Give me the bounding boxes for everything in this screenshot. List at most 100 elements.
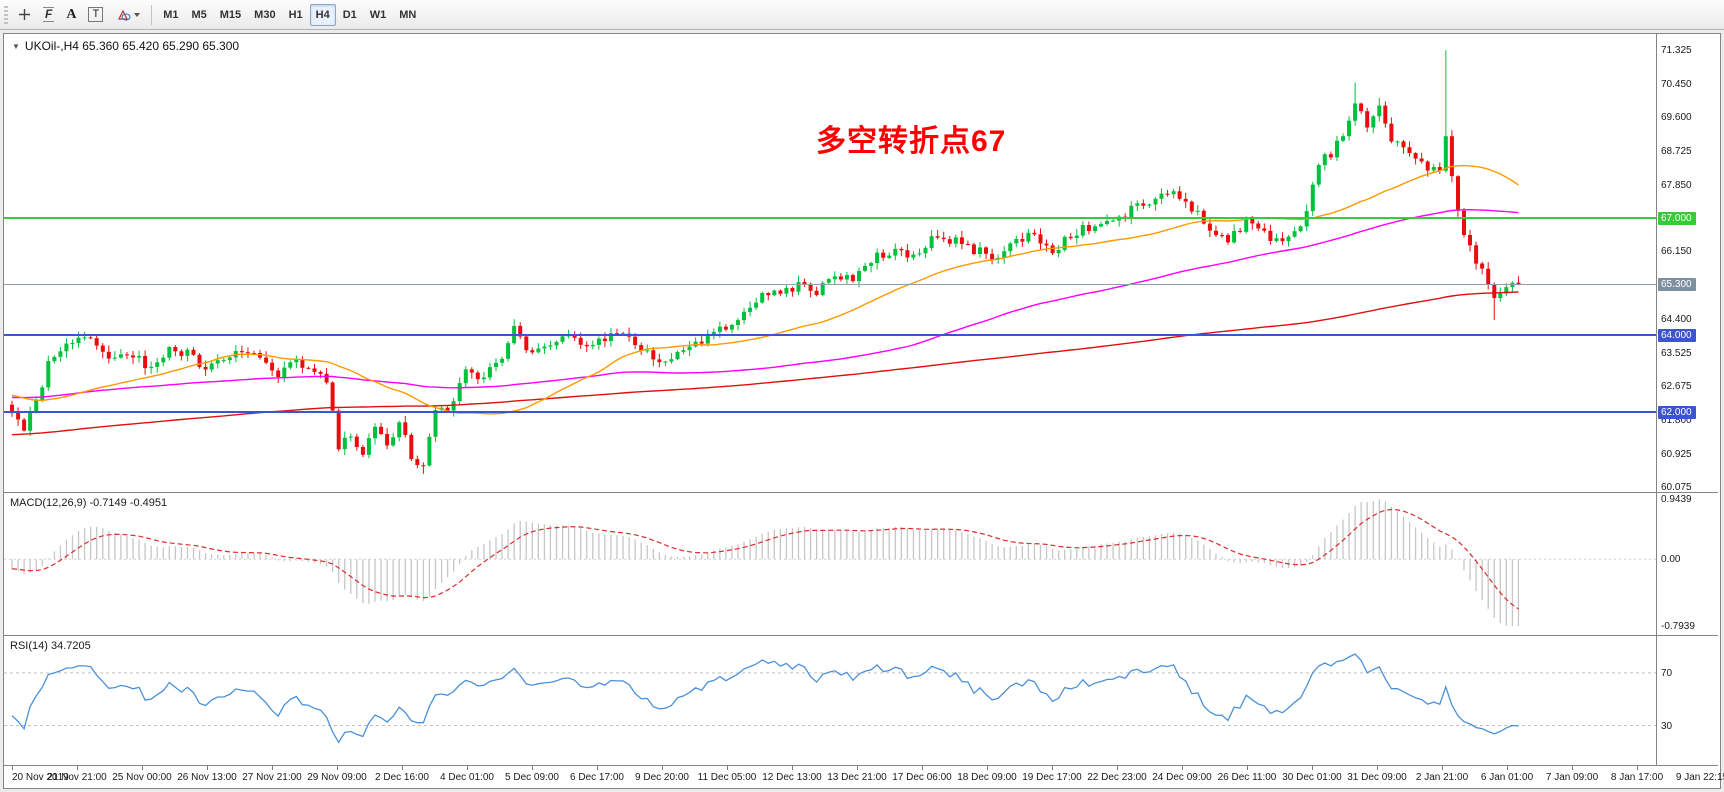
timeframe-button-M30[interactable]: M30 [248,4,281,26]
price-axis-label: 69.600 [1661,112,1692,123]
time-axis-label: 6 Jan 01:00 [1481,772,1533,783]
time-axis-label: 24 Dec 09:00 [1152,772,1212,783]
timeframe-button-D1[interactable]: D1 [337,4,363,26]
time-axis-label: 25 Nov 00:00 [112,772,172,783]
price-pane: 71.32570.45069.60068.72567.85066.15064.4… [4,34,1718,493]
time-axis-label: 17 Dec 06:00 [892,772,952,783]
shapes-tool-button[interactable] [109,4,146,26]
time-axis-label: 13 Dec 21:00 [827,772,887,783]
rsi-axis[interactable]: 70 30 [1656,636,1718,765]
price-hline-67[interactable] [4,217,1656,219]
time-tick [1247,766,1248,770]
label-icon: T [88,7,103,22]
price-axis-label: 66.150 [1661,246,1692,257]
time-tick [597,766,598,770]
time-tick [1182,766,1183,770]
symbol-ohlc-text: UKOil-,H4 65.360 65.420 65.290 65.300 [25,39,239,53]
timeframe-button-M15[interactable]: M15 [214,4,247,26]
time-tick [1637,766,1638,770]
time-axis-label: 22 Dec 23:00 [1087,772,1147,783]
rsi-pane: 70 30 RSI(14) 34.7205 [4,636,1718,766]
toolbar-separator [151,5,152,25]
price-axis-label: 60.925 [1661,449,1692,460]
time-tick [922,766,923,770]
fibonacci-icon: F [43,7,54,22]
time-axis-label: 2 Jan 21:00 [1416,772,1468,783]
time-axis-label: 5 Dec 09:00 [505,772,559,783]
time-tick [402,766,403,770]
time-tick [792,766,793,770]
crosshair-tool-button[interactable] [12,4,37,26]
timeframe-button-W1[interactable]: W1 [364,4,393,26]
price-axis-label: 63.525 [1661,348,1692,359]
toolbar-drag-handle[interactable] [4,6,8,24]
macd-pane: 0.94390.00-0.7939 MACD(12,26,9) -0.7149 … [4,493,1718,636]
text-icon: A [66,7,76,23]
macd-axis[interactable]: 0.94390.00-0.7939 [1656,493,1718,635]
time-tick [1117,766,1118,770]
time-tick [727,766,728,770]
timeframe-button-H4[interactable]: H4 [310,4,336,26]
price-axis-label: 68.725 [1661,146,1692,157]
time-tick [662,766,663,770]
time-axis-label: 19 Dec 17:00 [1022,772,1082,783]
time-tick [1442,766,1443,770]
macd-title: MACD(12,26,9) -0.7149 -0.4951 [10,497,167,509]
price-axis-label: 60.075 [1661,482,1692,493]
time-axis-label: 27 Nov 21:00 [242,772,302,783]
time-tick [467,766,468,770]
collapse-icon[interactable]: ▼ [12,42,20,51]
timeframe-button-MN[interactable]: MN [393,4,422,26]
macd-chart[interactable] [4,493,1656,635]
timeframe-group: M1M5M15M30H1H4D1W1MN [157,4,422,26]
chart-window: 71.32570.45069.60068.72567.85066.15064.4… [3,33,1721,789]
time-axis-label: 26 Dec 11:00 [1218,772,1277,783]
time-axis-label: 8 Jan 17:00 [1611,772,1663,783]
time-tick [207,766,208,770]
timeframe-button-M1[interactable]: M1 [157,4,184,26]
fibonacci-tool-button[interactable]: F [37,4,60,26]
price-badge-62.000: 62.000 [1658,406,1696,419]
time-tick [12,766,13,770]
price-chart[interactable] [4,34,1656,492]
time-tick [857,766,858,770]
price-hline-65.3[interactable] [4,284,1656,285]
toolbar: F A T M1M5M15M30H1H4D1W1MN [0,0,1724,30]
time-axis-label: 9 Dec 20:00 [635,772,689,783]
rsi-axis-label: 70 [1661,668,1672,679]
rsi-axis-label: 30 [1661,721,1672,732]
time-axis-label: 7 Jan 09:00 [1546,772,1598,783]
time-axis-label: 21 Nov 21:00 [47,772,107,783]
price-badge-64.000: 64.000 [1658,329,1696,342]
chevron-down-icon [134,13,140,17]
macd-axis-label: 0.00 [1661,554,1680,565]
price-axis-label: 70.450 [1661,79,1692,90]
price-hline-64[interactable] [4,334,1656,336]
price-hline-62[interactable] [4,411,1656,413]
timeframe-button-H1[interactable]: H1 [283,4,309,26]
time-axis-label: 31 Dec 09:00 [1347,772,1407,783]
crosshair-icon [18,8,31,21]
macd-axis-label: 0.9439 [1661,494,1692,505]
time-tick [337,766,338,770]
mt4-window: F A T M1M5M15M30H1H4D1W1MN 71.32570.4506… [0,0,1724,792]
chart-annotation-text[interactable]: 多空转折点67 [816,116,1006,160]
time-tick [532,766,533,770]
time-axis-label: 11 Dec 05:00 [698,772,757,783]
time-axis-label: 18 Dec 09:00 [957,772,1017,783]
time-axis[interactable]: 20 Nov 201921 Nov 21:0025 Nov 00:0026 No… [4,766,1718,788]
rsi-chart[interactable] [4,636,1656,765]
text-tool-button[interactable]: A [60,4,82,26]
price-axis-label: 62.675 [1661,381,1692,392]
price-axis-label: 64.400 [1661,314,1692,325]
timeframe-button-M5[interactable]: M5 [185,4,212,26]
time-tick [987,766,988,770]
price-axis-label: 67.850 [1661,180,1692,191]
time-tick [1507,766,1508,770]
price-axis[interactable]: 71.32570.45069.60068.72567.85066.15064.4… [1656,34,1718,492]
label-tool-button[interactable]: T [82,4,109,26]
rsi-title: RSI(14) 34.7205 [10,640,91,652]
time-tick [1312,766,1313,770]
time-axis-label: 30 Dec 01:00 [1282,772,1342,783]
time-tick [272,766,273,770]
